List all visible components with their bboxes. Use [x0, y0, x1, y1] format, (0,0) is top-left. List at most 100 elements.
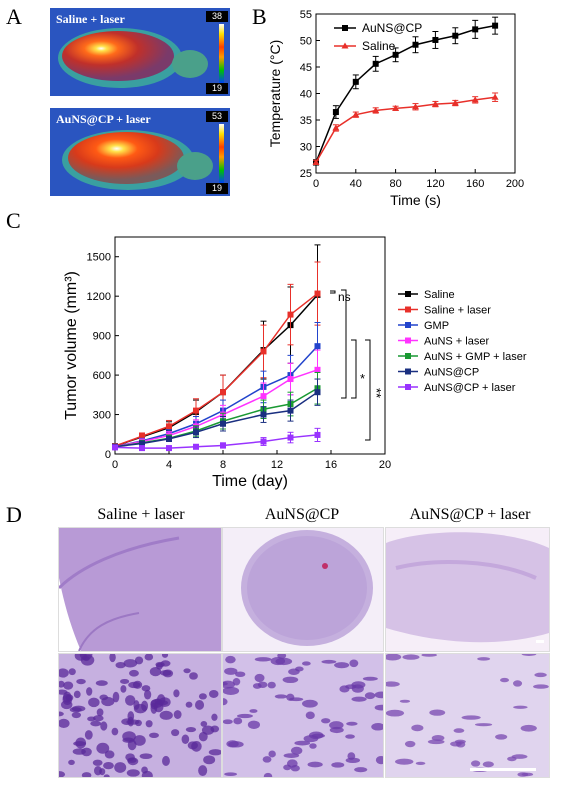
series-line: [315, 24, 496, 163]
data-point: [372, 106, 380, 113]
cell-nucleus: [249, 709, 258, 713]
y-axis-label: Temperature (°C): [267, 40, 283, 148]
legend-marker: [405, 322, 411, 328]
legend-label: AuNS@CP: [424, 367, 479, 379]
histology-low-mag-saline-laser: [58, 527, 222, 652]
colorbar-aunscp: [219, 124, 224, 190]
y-tick-label: 600: [93, 370, 111, 382]
data-point: [166, 445, 172, 452]
colorbar-max-saline: 38: [206, 11, 228, 22]
y-tick-label: 0: [105, 449, 111, 461]
cell-nucleus: [305, 711, 315, 720]
cell-nucleus: [96, 708, 104, 717]
cell-nucleus: [103, 761, 114, 770]
cell-nucleus: [252, 683, 262, 689]
legend-marker: [342, 25, 348, 31]
data-point: [193, 443, 199, 450]
cell-nucleus: [351, 696, 367, 702]
cell-nucleus: [302, 699, 318, 708]
cell-nucleus: [86, 687, 93, 696]
colorbar-min-saline: 19: [206, 83, 228, 94]
cell-nucleus: [309, 743, 317, 749]
legend-label: GMP: [424, 320, 449, 332]
cell-nucleus: [421, 654, 437, 657]
data-point: [452, 32, 459, 39]
cell-nucleus: [76, 678, 86, 685]
x-tick-label: 120: [426, 178, 444, 190]
data-point: [287, 376, 294, 383]
cell-nucleus: [90, 720, 102, 727]
cell-nucleus: [482, 761, 494, 768]
cell-nucleus: [126, 769, 140, 777]
cell-nucleus: [345, 734, 355, 739]
cell-nucleus: [362, 676, 378, 681]
legend-label: Saline + laser: [424, 305, 491, 317]
cell-nucleus: [144, 654, 154, 661]
data-point: [392, 104, 400, 111]
data-point: [287, 434, 294, 441]
x-tick-label: 0: [313, 178, 319, 190]
cell-nucleus: [307, 761, 323, 768]
thermal-mouse-aunscp: [50, 108, 230, 196]
cell-nucleus: [173, 689, 180, 698]
cell-nucleus: [521, 654, 537, 656]
legend-marker: [405, 384, 411, 390]
data-point: [139, 445, 145, 452]
cell-nucleus: [160, 670, 172, 676]
data-point: [314, 389, 321, 396]
data-point: [220, 420, 226, 427]
cell-nucleus: [295, 666, 304, 672]
cell-nucleus: [247, 720, 260, 729]
data-point: [332, 124, 340, 131]
cell-nucleus: [294, 740, 311, 746]
y-tick-label: 1500: [87, 252, 111, 264]
data-point: [412, 41, 419, 48]
cell-nucleus: [268, 750, 276, 758]
cell-nucleus: [283, 764, 292, 771]
y-tick-label: 40: [300, 89, 312, 101]
cell-nucleus: [453, 728, 465, 733]
data-point: [220, 442, 226, 449]
thermal-mouse-saline: [50, 8, 230, 96]
plot-frame: [114, 236, 386, 455]
cell-nucleus: [111, 727, 119, 736]
series-line: [114, 345, 319, 448]
annotation-double-star: **: [369, 388, 384, 398]
cell-nucleus: [59, 668, 69, 678]
x-tick-label: 4: [166, 459, 172, 471]
chart-b: 0 40 80 120 160 200 25 30 35 40 45 50 55 Time (s) Temp…: [267, 9, 524, 208]
cell-nucleus: [237, 713, 253, 719]
bracket-ns: [330, 290, 336, 294]
cell-nucleus: [429, 709, 446, 716]
histology-title-aunscp: AuNS@CP: [264, 506, 340, 523]
thermal-label-aunscp: AuNS@CP + laser: [56, 112, 151, 126]
cell-nucleus: [128, 681, 141, 689]
cell-nucleus: [122, 737, 135, 743]
data-point: [314, 366, 321, 373]
cell-nucleus: [133, 735, 146, 746]
data-point: [352, 78, 359, 85]
cell-nucleus: [123, 659, 138, 668]
legend-label: Saline: [424, 289, 455, 301]
cell-nucleus: [81, 747, 92, 757]
data-point: [314, 343, 321, 350]
cell-nucleus: [286, 693, 295, 701]
cell-nucleus: [208, 689, 219, 698]
cell-nucleus: [68, 668, 76, 676]
cell-nucleus: [254, 673, 265, 683]
thermal-label-saline: Saline + laser: [56, 12, 125, 26]
cell-nucleus: [198, 693, 207, 700]
cell-nucleus: [162, 755, 170, 767]
data-point: [166, 423, 172, 430]
panel-letter-a: A: [6, 4, 22, 29]
cell-nucleus: [93, 715, 104, 722]
data-point: [220, 389, 226, 396]
cell-nucleus: [474, 723, 493, 727]
data-point: [332, 109, 339, 116]
data-point: [260, 348, 267, 355]
series-line: [114, 369, 318, 448]
series-auns-cp-laser: [112, 427, 321, 452]
cell-nucleus: [233, 717, 243, 725]
data-point: [314, 290, 321, 297]
cell-nucleus: [347, 752, 356, 760]
